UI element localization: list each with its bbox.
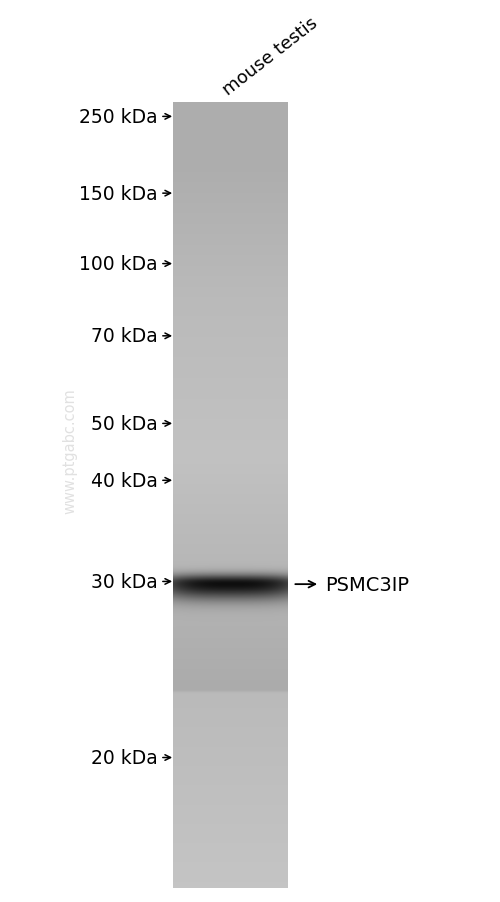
Text: 150 kDa: 150 kDa — [79, 184, 158, 204]
Text: 30 kDa: 30 kDa — [90, 572, 158, 592]
Text: 100 kDa: 100 kDa — [79, 254, 158, 274]
Text: 70 kDa: 70 kDa — [90, 327, 158, 346]
Text: www.ptgabc.com: www.ptgabc.com — [62, 388, 78, 514]
Text: PSMC3IP: PSMC3IP — [325, 575, 409, 594]
Text: 250 kDa: 250 kDa — [79, 107, 158, 127]
Text: 40 kDa: 40 kDa — [90, 471, 158, 491]
Text: 20 kDa: 20 kDa — [90, 748, 158, 768]
Text: 50 kDa: 50 kDa — [90, 414, 158, 434]
Text: mouse testis: mouse testis — [219, 14, 320, 99]
